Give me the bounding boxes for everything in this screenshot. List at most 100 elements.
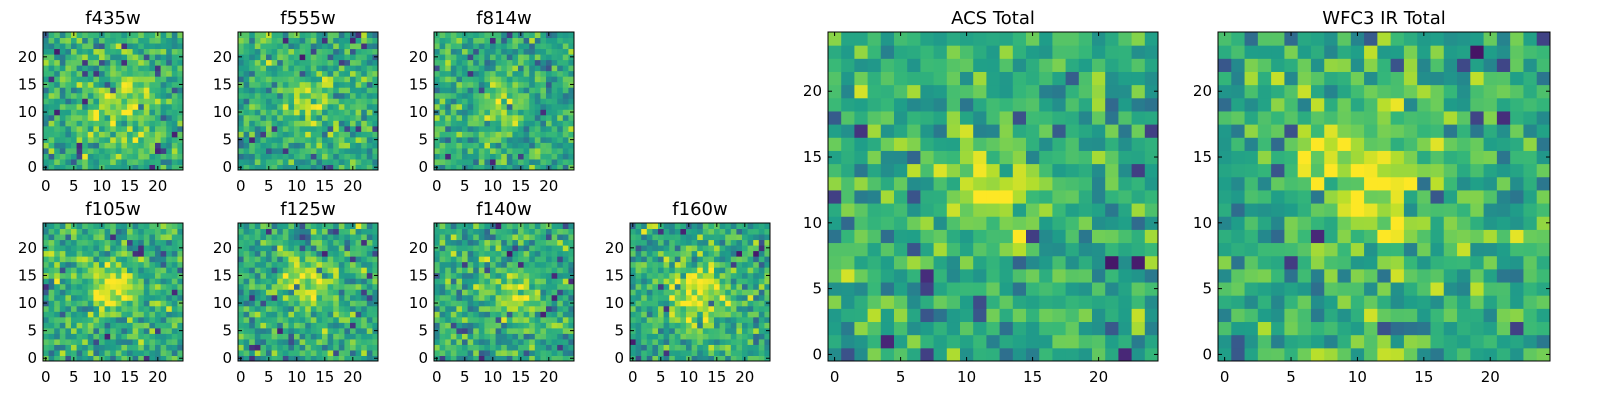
heatmap-cell [132,250,139,257]
heatmap-cell [523,65,530,72]
heatmap-cell [478,349,485,356]
heatmap-cell [490,54,497,61]
heatmap-cell [450,59,457,66]
heatmap-cell [115,234,122,241]
heatmap-cell [93,316,100,323]
heatmap-cell [434,311,441,318]
heatmap-cell [518,234,525,241]
heatmap-cell [155,283,162,290]
heatmap-cell [562,278,569,285]
heatmap-cell [973,282,987,296]
heatmap-cell [456,234,463,241]
heatmap-cell [551,239,558,246]
heatmap-cell [764,289,771,296]
heatmap-cell [758,283,765,290]
heatmap-cell [338,136,345,143]
heatmap-cell [249,256,256,263]
heatmap-cell [907,295,921,309]
heatmap-cell [1092,334,1106,349]
heatmap-cell [299,256,306,263]
heatmap-cell [59,289,66,296]
heatmap-cell [490,125,497,132]
heatmap-cell [54,98,61,105]
heatmap-cell [327,153,334,160]
heatmap-cell [725,234,732,241]
heatmap-cell [327,239,334,246]
heatmap-cell [54,316,61,323]
heatmap-cell [166,48,173,55]
heatmap-cell [104,228,111,235]
heatmap-cell [462,81,469,88]
heatmap-cell [338,316,345,323]
heatmap-cell [725,355,732,362]
heatmap-cell [305,59,312,66]
heatmap-cell [366,131,373,138]
heatmap-cell [143,65,150,72]
heatmap-cell [495,76,502,83]
heatmap-cell [635,289,642,296]
heatmap-cell [76,228,83,235]
heatmap-cell [48,311,55,318]
heatmap-cell [534,245,541,252]
heatmap-cell [1052,321,1067,336]
heatmap-cell [271,327,278,334]
heatmap-cell [299,322,306,329]
heatmap-cell [529,48,536,55]
heatmap-cell [282,333,289,340]
heatmap-cell [299,147,306,154]
heatmap-cell [155,267,162,274]
heatmap-cell [1105,334,1119,349]
heatmap-cell [562,37,569,44]
heatmap-cell [366,239,373,246]
heatmap-cell [132,261,139,268]
heatmap-cell [149,92,156,99]
heatmap-cell [344,239,351,246]
heatmap-cell [310,338,317,345]
heatmap-cell [71,76,78,83]
heatmap-cell [127,76,134,83]
heatmap-cell [518,37,525,44]
heatmap-cells [434,223,575,362]
heatmap-cell [65,272,72,279]
heatmap-cell [999,334,1014,349]
heatmap-cell [753,278,760,285]
heatmap-cell [294,131,301,138]
heatmap-cell [110,92,117,99]
heatmap-cell [266,349,273,356]
heatmap-cell [260,327,267,334]
heatmap-cell [87,142,94,149]
heatmap-cell [366,250,373,257]
heatmap-cell [82,283,89,290]
heatmap-cell [880,216,895,230]
heatmap-cell [171,327,178,334]
heatmap-cell [1118,347,1133,362]
heatmap-cell [104,289,111,296]
heatmap-cell [439,114,446,121]
heatmap-cell [434,120,441,127]
heatmap-cell [933,334,948,349]
heatmap-cell [65,120,72,127]
heatmap-cell [758,294,765,301]
heatmap-cell [333,142,340,149]
heatmap-cell [445,120,452,127]
heatmap-cell [562,338,569,345]
heatmap-cell [82,114,89,121]
heatmap-cell [338,43,345,50]
heatmap-cell [753,250,760,257]
heatmap-cell [551,81,558,88]
heatmap-cell [54,333,61,340]
heatmap-cell [518,289,525,296]
heatmap-cell [71,256,78,263]
heatmap-cell [361,283,368,290]
heatmap-cell [361,54,368,61]
heatmap-cell [355,261,362,268]
heatmap-cell [456,245,463,252]
heatmap-cell [506,131,513,138]
heatmap-cell [361,37,368,44]
heatmap-cell [54,81,61,88]
heatmap-cell [344,223,351,230]
heatmap-cell [355,76,362,83]
heatmap-cell [333,98,340,105]
heatmap-cell [551,272,558,279]
